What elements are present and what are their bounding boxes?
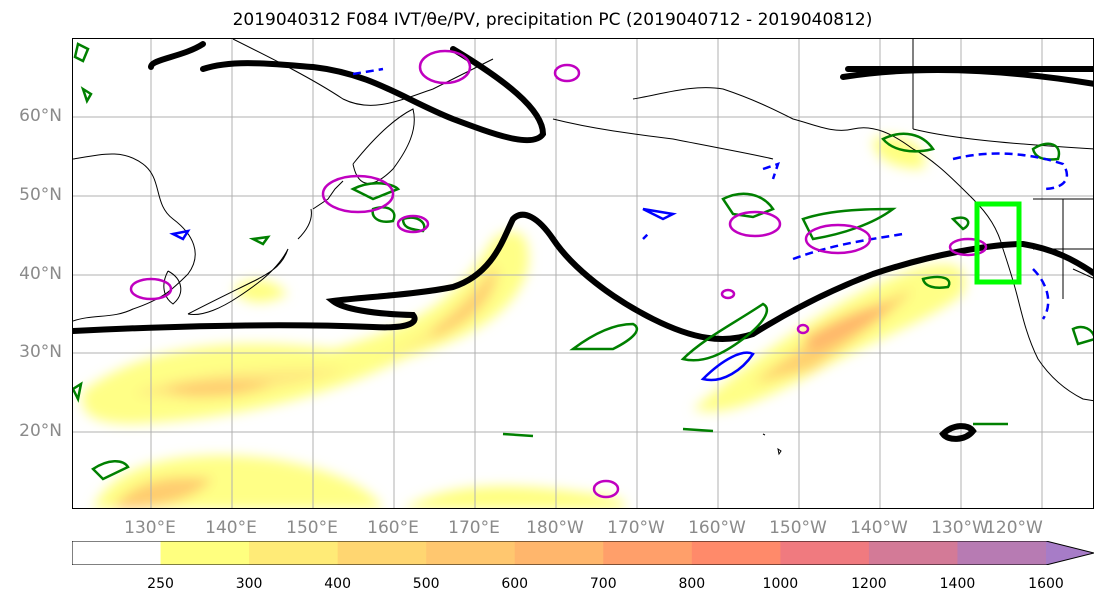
colorbar-tick-label: 600 [501,576,529,592]
colorbar-tick-label: 1000 [762,576,799,592]
colorbar-segment [868,541,958,565]
us-states [1033,198,1093,299]
colorbar-tick-label: 1200 [851,576,887,592]
canada-border [912,39,1093,150]
lon-label: 170°E [448,518,500,538]
ivt-contour-small [939,423,977,442]
lat-label: 20°N [19,421,62,441]
colorbar-segment [514,541,604,565]
asia-coast [73,153,196,322]
ivt-contour-north-asia [148,41,547,144]
alaska-coast [632,87,1093,402]
lon-label: 150°E [286,518,338,538]
theta-e-positive-contours [73,42,1093,481]
colorbar-tick-label: 500 [412,576,440,592]
colorbar-segment [426,541,516,565]
target-region-box [974,201,1022,285]
lat-label: 30°N [19,342,62,362]
gridlines [73,39,1093,508]
colorbar-segment [780,541,870,565]
kuril [312,180,344,210]
colorbar-segment [160,541,250,565]
lat-label: 60°N [19,106,62,126]
colorbar-tick-label: 700 [589,576,617,592]
lon-label: 140°W [850,518,908,538]
lon-label: 130°W [931,518,989,538]
lon-label: 170°W [607,518,665,538]
lon-label: 120°W [985,518,1043,538]
pv-contours [129,49,988,499]
map-title: 2019040312 F084 IVT/θe/PV, precipitation… [232,10,873,30]
colorbar-tick-label: 800 [678,576,706,592]
colorbar-tick-label: 1600 [1028,576,1064,592]
colorbar-segment [691,541,781,565]
colorbar-tick-label: 250 [147,576,174,592]
colorbar-segment [337,541,427,565]
lon-label: 150°W [769,518,827,538]
colorbar-segment [249,541,339,565]
colorbar-tick-label: 400 [324,576,351,592]
lon-label: 130°E [124,518,176,538]
colorbar-segment [957,541,1047,565]
colorbar-tick-label: 1400 [939,576,976,592]
ivt-shading [82,136,966,508]
colorbar-segment [72,541,162,565]
kamchatka [352,108,415,184]
lon-label: 160°E [367,518,419,538]
map-panel [72,38,1094,509]
colorbar [72,541,1094,565]
japan [187,208,312,316]
ivt-contour-northeast [840,66,1093,87]
colorbar-extend-arrow [1046,541,1094,565]
theta-e-negative-contours [169,67,1069,382]
lon-label: 140°E [205,518,257,538]
colorbar-segment [603,541,693,565]
lat-label: 50°N [19,185,62,205]
lat-label: 40°N [19,264,62,284]
lon-label: 160°W [688,518,746,538]
korea [163,270,182,305]
colorbar-tick-label: 300 [235,576,263,592]
aleutians [552,118,774,160]
hawaii [762,433,782,456]
map-canvas [73,39,1093,508]
lon-label: 180°W [526,518,584,538]
colorbar-segments [72,541,1094,565]
ivt-contour-main [73,211,1093,342]
ivt-contours [73,41,1093,442]
